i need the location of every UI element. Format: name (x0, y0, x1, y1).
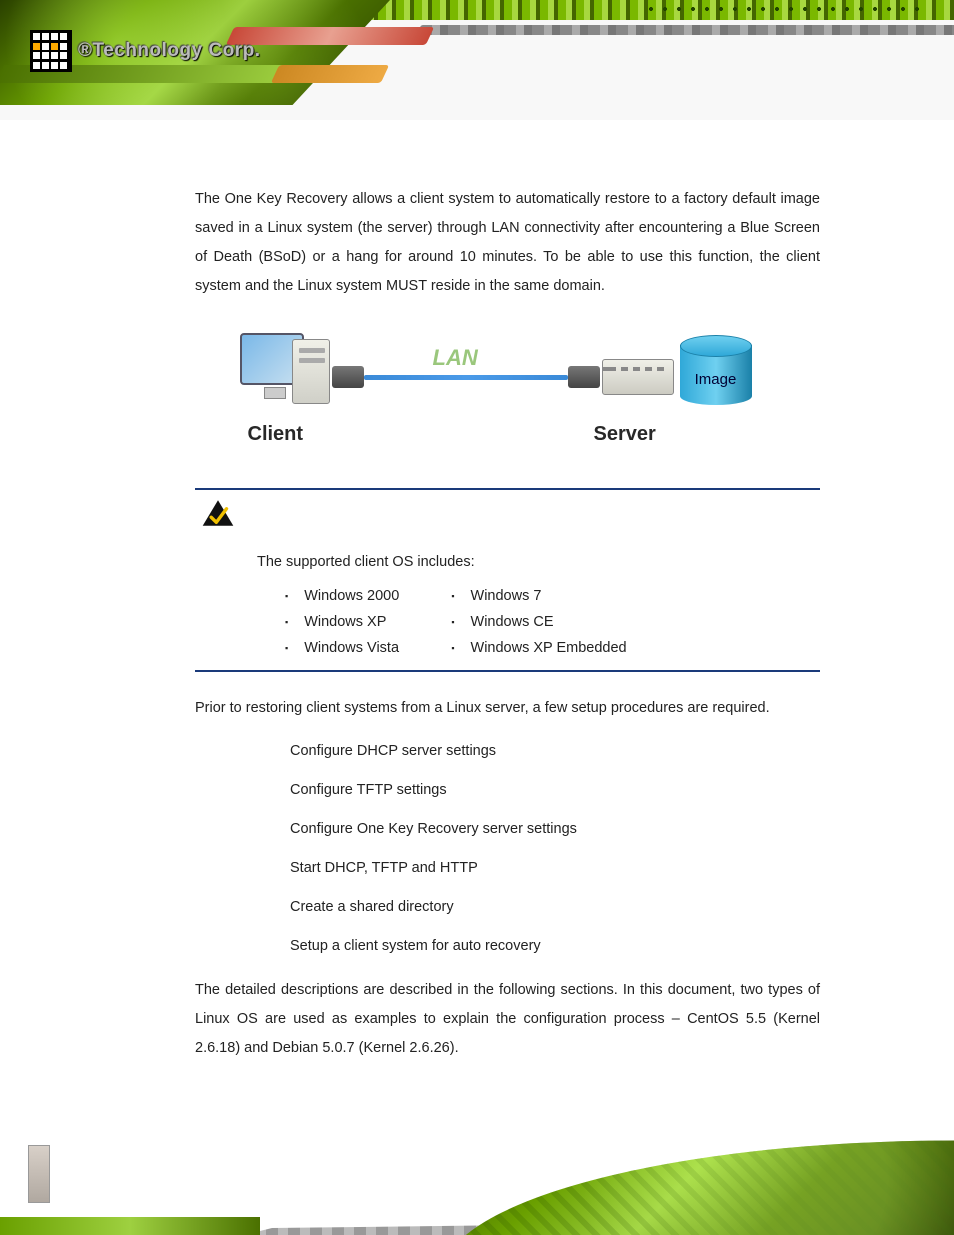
image-label: Image (680, 371, 752, 388)
os-column-1: Windows 2000 Windows XP Windows Vista (285, 588, 399, 656)
os-item: Windows XP Embedded (451, 640, 626, 656)
note-rule-bottom (195, 670, 820, 672)
image-cylinder-icon: Image (680, 335, 752, 407)
closing-paragraph: The detailed descriptions are described … (195, 976, 820, 1063)
step-item: Create a shared directory (290, 899, 820, 915)
header-orange-diagonal (271, 65, 389, 83)
client-label: Client (248, 423, 304, 446)
os-item: Windows XP (285, 614, 399, 630)
os-column-2: Windows 7 Windows CE Windows XP Embedded (451, 588, 626, 656)
os-item: Windows 2000 (285, 588, 399, 604)
step-item: Configure DHCP server settings (290, 743, 820, 759)
pre-steps-paragraph: Prior to restoring client systems from a… (195, 694, 820, 723)
step-item: Start DHCP, TFTP and HTTP (290, 860, 820, 876)
checkmark-triangle-icon (201, 498, 235, 528)
header-dot-pattern (644, 2, 924, 18)
step-item: Configure TFTP settings (290, 782, 820, 798)
network-diagram: LAN Image Client Server (228, 321, 788, 466)
footer-left-block (28, 1145, 50, 1203)
intro-paragraph: The One Key Recovery allows a client sys… (195, 185, 820, 301)
os-item: Windows Vista (285, 640, 399, 656)
footer-circuit-curve (414, 1130, 954, 1235)
header-banner: ®Technology Corp. (0, 0, 954, 120)
footer-banner (0, 1115, 954, 1235)
server-plug-icon (568, 366, 600, 388)
supported-os-table: Windows 2000 Windows XP Windows Vista Wi… (285, 588, 820, 656)
content-area: The One Key Recovery allows a client sys… (195, 185, 820, 1083)
note-heading: The supported client OS includes: (257, 554, 820, 570)
lan-line (364, 375, 568, 380)
logo-icon (30, 30, 72, 72)
os-item: Windows CE (451, 614, 626, 630)
note-rule-top (195, 488, 820, 490)
server-label: Server (594, 423, 656, 446)
footer-green-strip (0, 1217, 260, 1235)
header-gray-stripe (420, 25, 954, 35)
server-switch-icon (602, 359, 674, 395)
step-item: Configure One Key Recovery server settin… (290, 821, 820, 837)
logo-text: ®Technology Corp. (78, 40, 261, 62)
client-tower-icon (292, 339, 330, 404)
steps-list: Configure DHCP server settings Configure… (290, 743, 820, 954)
logo: ®Technology Corp. (30, 30, 261, 72)
client-plug-icon (332, 366, 364, 388)
lan-label: LAN (433, 345, 478, 371)
step-item: Setup a client system for auto recovery (290, 938, 820, 954)
os-item: Windows 7 (451, 588, 626, 604)
